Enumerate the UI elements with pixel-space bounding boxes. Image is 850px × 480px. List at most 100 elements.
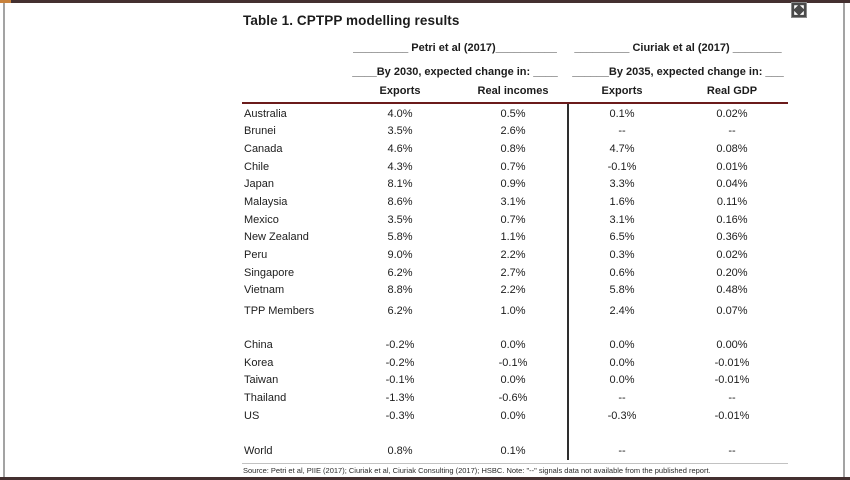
country-label: China [244, 339, 273, 351]
cell-value: 0.00% [716, 339, 748, 351]
table-row: Japan 8.1% 0.9% 3.3% 0.04% [242, 176, 788, 194]
cell-value: -- [618, 125, 626, 138]
cell-value: -0.3% [385, 409, 415, 422]
spacer-cell [242, 85, 342, 97]
column-header-petri-real-incomes: Real incomes [477, 85, 549, 97]
collapse-arrows-icon[interactable] [791, 2, 807, 18]
cell-value: 8.1% [387, 178, 413, 191]
cell-value: 0.36% [716, 231, 748, 244]
cell-value: -0.01% [714, 374, 750, 387]
table-row: Brunei 3.5% 2.6% -- -- [242, 123, 788, 141]
country-label: New Zealand [244, 231, 309, 244]
cell-value: 0.02% [716, 107, 748, 120]
cell-value: 0.1% [500, 444, 526, 457]
cell-value: -- [728, 125, 736, 138]
cell-value: 0.8% [387, 444, 413, 457]
cell-value: 0.5% [500, 107, 526, 120]
cell-value: 2.4% [609, 305, 635, 318]
cell-value: 4.3% [387, 160, 413, 173]
collapse-arrows-glyph [794, 5, 804, 15]
country-label: Korea [244, 356, 274, 369]
table-row: World 0.8% 0.1% -- -- [242, 442, 788, 460]
cell-value: -0.6% [498, 391, 528, 404]
cell-value: -- [618, 444, 626, 457]
cell-value: 5.8% [387, 231, 413, 244]
cell-value: 0.0% [500, 374, 526, 387]
cell-value: 0.11% [716, 196, 748, 209]
cell-value: 0.7% [500, 160, 526, 173]
table-row: Malaysia 8.6% 3.1% 1.6% 0.11% [242, 193, 788, 211]
cell-value: 4.6% [387, 143, 413, 156]
cell-value: -- [728, 444, 736, 457]
column-header-ciuriak-exports: Exports [601, 85, 643, 97]
cell-value: -0.1% [607, 160, 637, 173]
cell-value: -0.01% [714, 356, 750, 369]
table-row: US -0.3% 0.0% -0.3% -0.01% [242, 407, 788, 425]
cell-value: -0.3% [607, 409, 637, 422]
table-row: Canada 4.6% 0.8% 4.7% 0.08% [242, 140, 788, 158]
cell-value: 0.0% [609, 374, 635, 387]
country-label: TPP Members [244, 305, 315, 318]
cell-value: 9.0% [387, 248, 413, 261]
cell-value: 6.2% [387, 305, 413, 318]
table-row: Australia 4.0% 0.5% 0.1% 0.02% [242, 105, 788, 123]
header-rule [242, 102, 788, 104]
cell-value: -0.1% [385, 374, 415, 387]
table-row: Mexico 3.5% 0.7% 3.1% 0.16% [242, 211, 788, 229]
cell-value: -0.1% [498, 356, 528, 369]
country-label: World [244, 444, 273, 457]
window-bottom-border [0, 477, 850, 480]
cell-value: 0.7% [500, 213, 526, 226]
cell-value: 2.6% [500, 125, 526, 138]
cell-value: 0.48% [716, 284, 748, 297]
window-right-edge [843, 3, 845, 477]
table-row: Singapore 6.2% 2.7% 0.6% 0.20% [242, 264, 788, 282]
cell-value: 0.8% [500, 143, 526, 156]
cell-value: 0.02% [716, 248, 748, 261]
cell-value: 0.20% [716, 266, 748, 279]
cell-value: 5.8% [609, 284, 635, 297]
cell-value: 8.8% [387, 284, 413, 297]
table-row: Taiwan -0.1% 0.0% 0.0% -0.01% [242, 371, 788, 389]
country-label: Taiwan [244, 374, 279, 387]
country-label: US [244, 409, 260, 422]
cell-value: 0.0% [500, 339, 526, 351]
cell-value: 6.5% [609, 231, 635, 244]
cell-value: 0.01% [716, 160, 748, 173]
column-group-divider [567, 104, 569, 460]
cell-value: 0.0% [609, 356, 635, 369]
subheader-ciuriak: ______By 2035, expected change in: ___ [572, 66, 784, 78]
country-label: Singapore [244, 266, 295, 279]
group-header-petri: _________ Petri et al (2017)__________ [353, 42, 557, 54]
subheader-row: ____By 2030, expected change in: ____ __… [242, 66, 788, 78]
group-header-ciuriak: _________ Ciuriak et al (2017) ________ [574, 42, 782, 54]
country-label: Japan [244, 178, 274, 191]
cell-value: 3.5% [387, 125, 413, 138]
country-label: Thailand [244, 391, 287, 404]
country-label: Peru [244, 248, 268, 261]
cell-value: -0.2% [385, 339, 415, 351]
cell-value: 0.3% [609, 248, 635, 261]
cell-value: 0.9% [500, 178, 526, 191]
table-row: TPP Members 6.2% 1.0% 2.4% 0.07% [242, 303, 788, 321]
country-label: Mexico [244, 213, 279, 226]
cell-value: 3.1% [609, 213, 635, 226]
table-row: New Zealand 5.8% 1.1% 6.5% 0.36% [242, 228, 788, 246]
cell-value: 2.2% [500, 284, 526, 297]
cell-value: 2.2% [500, 248, 526, 261]
country-label: Vietnam [244, 284, 285, 297]
table-title: Table 1. CPTPP modelling results [243, 13, 460, 28]
spacer-cell [242, 66, 342, 78]
document-page: Table 1. CPTPP modelling results _______… [242, 0, 788, 480]
table-row: China -0.2% 0.0% 0.0% 0.00% [242, 336, 788, 354]
column-header-petri-exports: Exports [379, 85, 421, 97]
table-row: Korea -0.2% -0.1% 0.0% -0.01% [242, 354, 788, 372]
cell-value: 0.08% [716, 143, 748, 156]
cell-value: 1.6% [609, 196, 635, 209]
country-label: Malaysia [244, 196, 288, 209]
country-label: Australia [244, 107, 287, 120]
table-row: Vietnam 8.8% 2.2% 5.8% 0.48% [242, 281, 788, 299]
table-row: Peru 9.0% 2.2% 0.3% 0.02% [242, 246, 788, 264]
subheader-petri: ____By 2030, expected change in: ____ [352, 66, 558, 78]
